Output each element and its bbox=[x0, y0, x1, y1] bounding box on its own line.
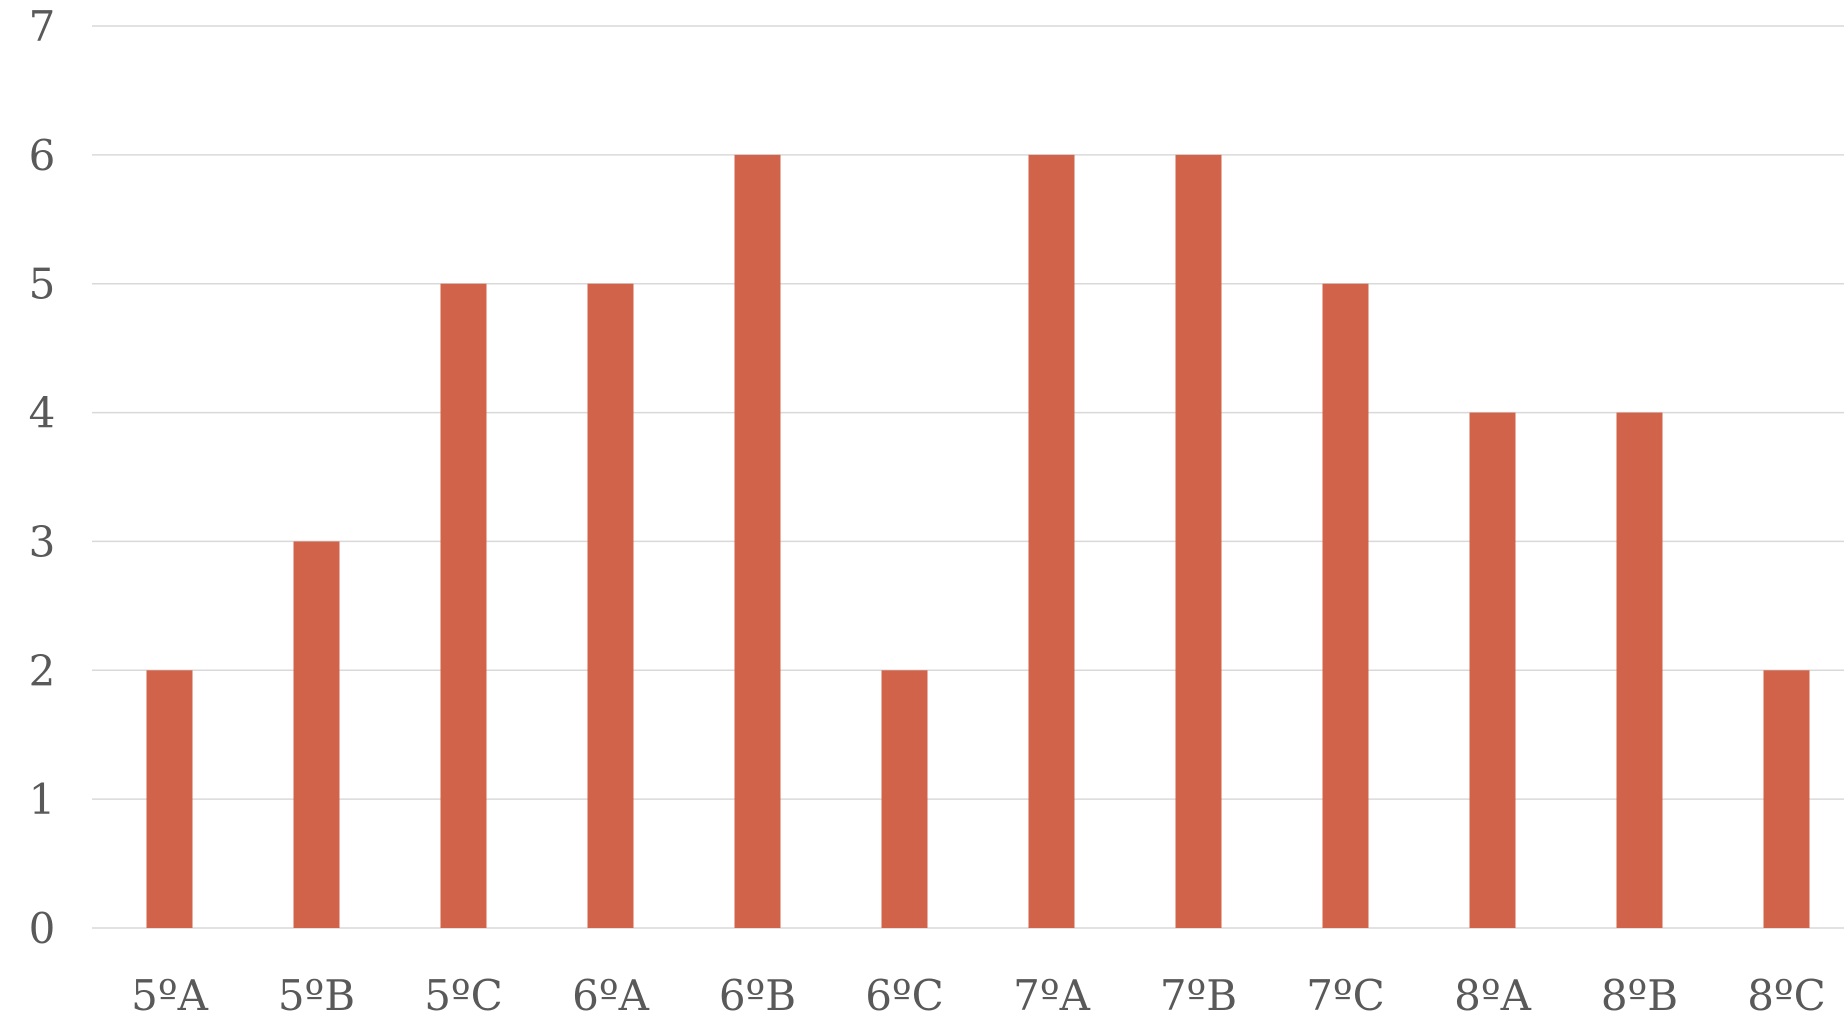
x-tick-label-6ºA: 6ºA bbox=[572, 971, 649, 1020]
x-tick-label-7ºB: 7ºB bbox=[1160, 971, 1237, 1020]
bar-8ºA bbox=[1469, 412, 1516, 929]
bar-7ºB bbox=[1175, 154, 1222, 928]
bar-5ºC bbox=[440, 283, 487, 928]
bar-6ºC bbox=[881, 670, 928, 928]
bar-7ºA bbox=[1028, 154, 1075, 928]
bar-8ºB bbox=[1616, 412, 1663, 929]
x-tick-label-7ºC: 7ºC bbox=[1306, 971, 1385, 1020]
x-tick-label-5ºB: 5ºB bbox=[278, 971, 355, 1020]
x-tick-label-8ºB: 8ºB bbox=[1601, 971, 1678, 1020]
bar-5ºB bbox=[293, 541, 340, 928]
y-tick-label-7: 7 bbox=[29, 2, 56, 51]
gridlines bbox=[92, 25, 1844, 929]
y-tick-label-2: 2 bbox=[29, 646, 56, 695]
bars bbox=[146, 154, 1810, 929]
y-tick-label-1: 1 bbox=[29, 775, 56, 824]
bar-8ºC bbox=[1763, 670, 1810, 928]
y-tick-label-0: 0 bbox=[29, 904, 56, 953]
x-tick-label-5ºA: 5ºA bbox=[131, 971, 208, 1020]
x-tick-label-5ºC: 5ºC bbox=[424, 971, 503, 1020]
x-tick-label-8ºA: 8ºA bbox=[1454, 971, 1531, 1020]
bar-6ºA bbox=[587, 283, 634, 928]
x-axis-category-labels: 5ºA 5ºB 5ºC 6ºA 6ºB 6ºC 7ºA 7ºB 7ºC 8ºA 8ºB 8ºC bbox=[131, 971, 1826, 1020]
bar-7ºC bbox=[1322, 283, 1369, 928]
x-tick-label-6ºB: 6ºB bbox=[719, 971, 796, 1020]
y-tick-label-3: 3 bbox=[29, 517, 56, 566]
y-axis-tick-labels: 0 1 2 3 4 5 6 7 bbox=[29, 2, 56, 953]
bar-5ºA bbox=[146, 670, 193, 928]
y-tick-label-5: 5 bbox=[29, 260, 56, 309]
x-tick-label-6ºC: 6ºC bbox=[865, 971, 944, 1020]
x-tick-label-8ºC: 8ºC bbox=[1747, 971, 1826, 1020]
x-tick-label-7ºA: 7ºA bbox=[1013, 971, 1090, 1020]
y-tick-label-4: 4 bbox=[29, 389, 56, 438]
y-tick-label-6: 6 bbox=[29, 131, 56, 180]
bar-6ºB bbox=[734, 154, 781, 928]
